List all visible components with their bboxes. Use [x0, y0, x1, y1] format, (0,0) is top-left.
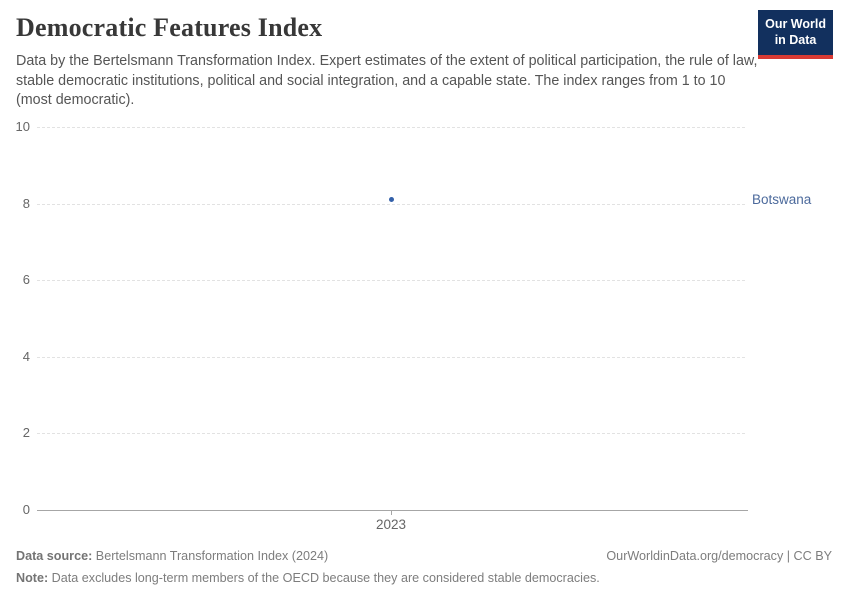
data-point-botswana[interactable]: [388, 197, 394, 203]
y-axis-tick-label: 0: [22, 502, 30, 517]
gridline: [37, 433, 745, 435]
gridline: [37, 356, 745, 358]
chart-footer: Data source: Bertelsmann Transformation …: [16, 548, 832, 587]
note-line: Note: Data excludes long-term members of…: [16, 570, 832, 586]
gridline: [37, 127, 745, 128]
x-axis-tick-label: 2023: [375, 517, 407, 532]
y-axis-tick-label: 2: [22, 425, 30, 441]
chart-subtitle: Data by the Bertelsmann Transformation I…: [16, 53, 758, 109]
credit-link[interactable]: OurWorldinData.org/democracy | CC BY: [606, 549, 832, 563]
y-axis-tick-label: 8: [22, 195, 30, 211]
gridline: [37, 203, 745, 205]
owid-logo-line2: in Data: [774, 33, 817, 48]
y-axis-tick-label: 4: [22, 348, 30, 364]
data-source-text: Data source: Bertelsmann Transformation …: [16, 549, 329, 563]
page-title: Democratic Features Index: [16, 13, 323, 42]
owid-logo[interactable]: Our World in Data: [758, 10, 833, 59]
y-axis-tick-label: 6: [22, 272, 30, 288]
gridline: [37, 280, 745, 282]
note-text: Data excludes long-term members of the O…: [48, 571, 600, 586]
owid-logo-line1: Our World: [765, 17, 826, 31]
data-source-line: Data source: Bertelsmann Transformation …: [16, 548, 832, 564]
data-source-label: Data source:: [16, 549, 93, 563]
entity-label-botswana[interactable]: Botswana: [752, 191, 812, 207]
note-label: Note:: [16, 571, 49, 586]
y-axis-tick-label: 10: [15, 119, 30, 134]
x-axis-tick: [391, 511, 392, 515]
x-axis-line: [37, 510, 748, 511]
